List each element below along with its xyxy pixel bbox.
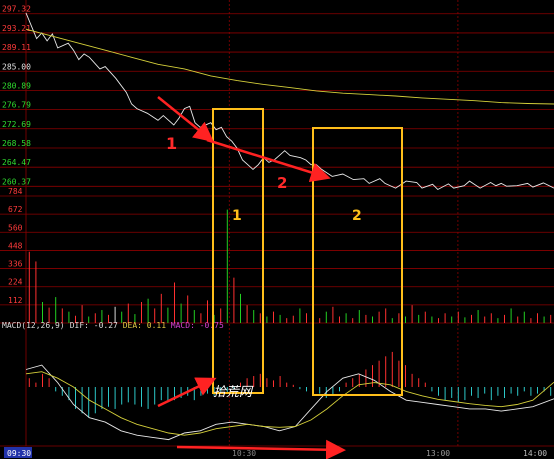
price-tick-label: 285.00 xyxy=(2,62,31,71)
macd-legend: MACD(12,26,9) DIF: -0.27 DEA: 0.11 MACD: -0… xyxy=(2,321,224,330)
price-tick-label: 260.37 xyxy=(2,177,31,186)
macd-legend-item: MACD: -0.75 xyxy=(171,321,224,330)
arrow-2-label: 2 xyxy=(277,174,287,192)
price-tick-label: 264.47 xyxy=(2,158,31,167)
arrow-1 xyxy=(157,96,214,143)
volume-tick-label: 448 xyxy=(8,241,23,250)
price-tick-label: 289.11 xyxy=(2,43,31,52)
volume-axis-ticks: 784 672 560 448 336 224 112 xyxy=(8,187,23,305)
price-axis-ticks: 297.32 293.21 289.11 285.00 280.89 276.79 272.… xyxy=(2,5,31,187)
annotation-box-1 xyxy=(212,108,264,394)
volume-tick-label: 560 xyxy=(8,223,23,232)
arrow-3 xyxy=(157,377,217,408)
annotation-box-2 xyxy=(312,127,403,396)
box-1-label: 1 xyxy=(232,208,242,224)
price-tick-label: 293.21 xyxy=(2,24,31,33)
price-line xyxy=(25,12,554,191)
volume-bars xyxy=(28,209,552,323)
volume-tick-label: 672 xyxy=(8,205,23,214)
grid-lines xyxy=(0,0,554,447)
dif-line xyxy=(25,364,554,441)
macd-legend-item: MACD(12,26,9) xyxy=(2,321,65,330)
price-tick-label: 297.32 xyxy=(2,5,31,14)
dea-line xyxy=(25,371,554,436)
price-lines xyxy=(25,12,554,191)
price-tick-label: 280.89 xyxy=(2,81,31,90)
price-tick-label: 272.69 xyxy=(2,120,31,129)
volume-tick-label: 224 xyxy=(8,278,23,287)
arrow-4 xyxy=(176,439,346,459)
macd-legend-item: DIF: -0.27 xyxy=(70,321,118,330)
arrow-1-label: 1 xyxy=(166,134,177,153)
macd-lines xyxy=(25,364,554,441)
time-afternoon-label: 13:00 xyxy=(426,449,450,458)
watermark: 拾荒网 xyxy=(213,385,254,400)
price-tick-label: 268.58 xyxy=(2,139,31,148)
time-start-label: 09:30 xyxy=(7,449,31,458)
volume-tick-label: 784 xyxy=(8,187,23,196)
time-start-box xyxy=(4,447,32,458)
macd-legend-item: DEA: 0.11 xyxy=(123,321,167,330)
price-tick-label: 276.79 xyxy=(2,101,31,110)
box-2-label: 2 xyxy=(352,208,362,224)
time-end-label: 14:00 xyxy=(523,449,547,458)
time-mid-label: 10:30 xyxy=(232,449,256,458)
volume-tick-label: 112 xyxy=(8,296,23,305)
volume-tick-label: 336 xyxy=(8,260,23,269)
average-price-line xyxy=(25,28,554,105)
macd-histogram xyxy=(28,351,552,418)
arrow-2 xyxy=(206,138,331,183)
time-axis: 09:30 10:30 13:00 14:00 xyxy=(4,447,547,458)
